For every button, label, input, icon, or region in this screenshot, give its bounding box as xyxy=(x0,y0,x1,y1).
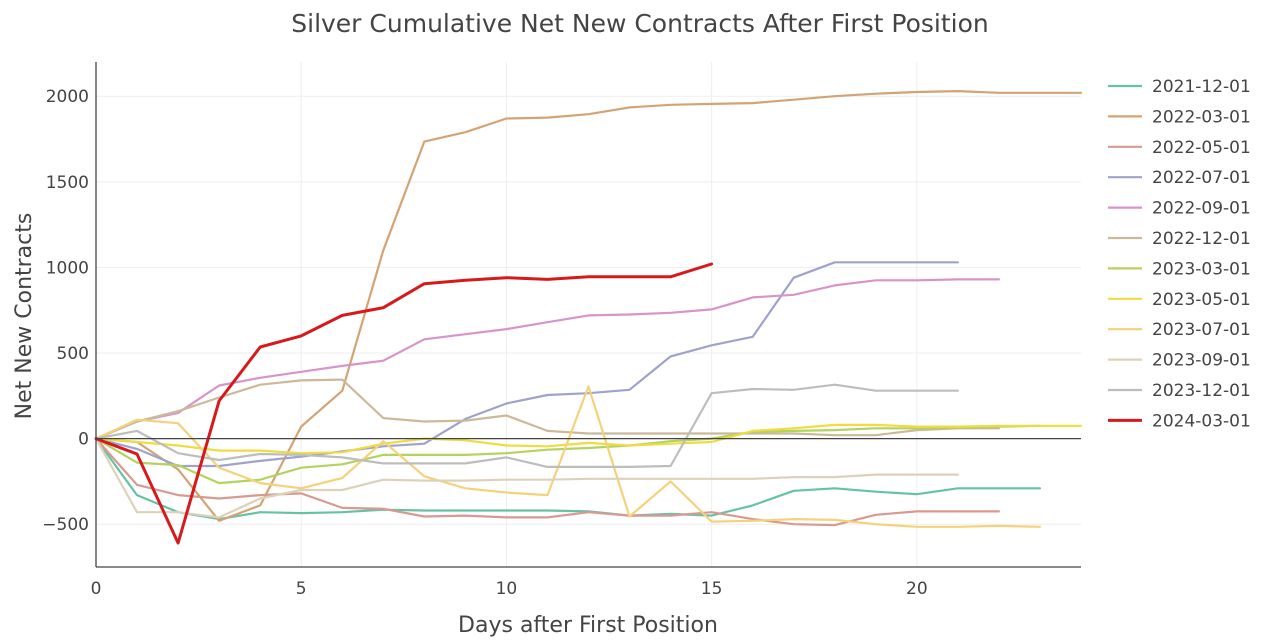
legend-item-2023-09-01[interactable]: 2023-09-01 xyxy=(1108,351,1251,371)
legend-label: 2023-09-01 xyxy=(1152,351,1251,371)
y-tick-label: 0 xyxy=(78,430,89,450)
chart-title: Silver Cumulative Net New Contracts Afte… xyxy=(291,9,989,38)
legend-item-2023-07-01[interactable]: 2023-07-01 xyxy=(1108,320,1251,340)
series-line-2022-12-01 xyxy=(94,378,1001,440)
legend-label: 2022-09-01 xyxy=(1152,199,1251,219)
series-line-2022-03-01 xyxy=(94,89,1083,522)
legend-item-2023-05-01[interactable]: 2023-05-01 xyxy=(1108,290,1251,310)
x-axis-title: Days after First Position xyxy=(458,613,718,638)
x-tick-label: 20 xyxy=(906,579,928,599)
y-tick-label: 1000 xyxy=(46,258,89,278)
y-tick-label: −500 xyxy=(42,515,89,535)
legend-item-2024-03-01[interactable]: 2024-03-01 xyxy=(1108,411,1251,431)
legend-item-2022-03-01[interactable]: 2022-03-01 xyxy=(1108,107,1251,127)
legend-item-2021-12-01[interactable]: 2021-12-01 xyxy=(1108,77,1251,97)
legend-item-2022-05-01[interactable]: 2022-05-01 xyxy=(1108,138,1251,158)
legend-label: 2022-12-01 xyxy=(1152,229,1251,249)
grid xyxy=(96,62,1081,567)
axes: 0 5 10 15 20 −500 0 500 1000 1500 2000 xyxy=(42,62,1081,599)
y-tick-label: 500 xyxy=(57,344,89,364)
series-line-2023-12-01 xyxy=(94,383,960,468)
x-tick-label: 10 xyxy=(496,579,518,599)
series-line-2023-09-01 xyxy=(94,437,960,519)
y-axis-title: Net New Contracts xyxy=(12,213,37,420)
legend-label: 2024-03-01 xyxy=(1152,411,1251,431)
legend-label: 2023-12-01 xyxy=(1152,381,1251,401)
series-line-2024-03-01 xyxy=(94,262,714,545)
legend-label: 2023-05-01 xyxy=(1152,290,1251,310)
legend-label: 2022-07-01 xyxy=(1152,168,1251,188)
legend-label: 2023-03-01 xyxy=(1152,259,1251,279)
series-line-2022-09-01 xyxy=(94,278,1001,440)
x-tick-label: 15 xyxy=(701,579,723,599)
series-line-2022-07-01 xyxy=(94,261,960,468)
legend-item-2022-09-01[interactable]: 2022-09-01 xyxy=(1108,199,1251,219)
legend: 2021-12-01 2022-03-01 2022-05-01 2022-07-01… xyxy=(1108,77,1251,431)
legend-item-2023-12-01[interactable]: 2023-12-01 xyxy=(1108,381,1251,401)
series-line-2021-12-01 xyxy=(94,437,1042,521)
series-lines xyxy=(94,89,1083,545)
legend-item-2022-12-01[interactable]: 2022-12-01 xyxy=(1108,229,1251,249)
legend-label: 2023-07-01 xyxy=(1152,320,1251,340)
series-line-2023-05-01 xyxy=(94,423,1083,455)
legend-label: 2021-12-01 xyxy=(1152,77,1251,97)
x-tick-label: 5 xyxy=(296,579,307,599)
legend-item-2022-07-01[interactable]: 2022-07-01 xyxy=(1108,168,1251,188)
y-tick-label: 1500 xyxy=(46,173,89,193)
legend-label: 2022-05-01 xyxy=(1152,138,1251,158)
y-tick-label: 2000 xyxy=(46,87,89,107)
x-tick-label: 0 xyxy=(91,579,102,599)
series-line-2023-07-01 xyxy=(94,385,1042,528)
legend-label: 2022-03-01 xyxy=(1152,107,1251,127)
legend-item-2023-03-01[interactable]: 2023-03-01 xyxy=(1108,259,1251,279)
